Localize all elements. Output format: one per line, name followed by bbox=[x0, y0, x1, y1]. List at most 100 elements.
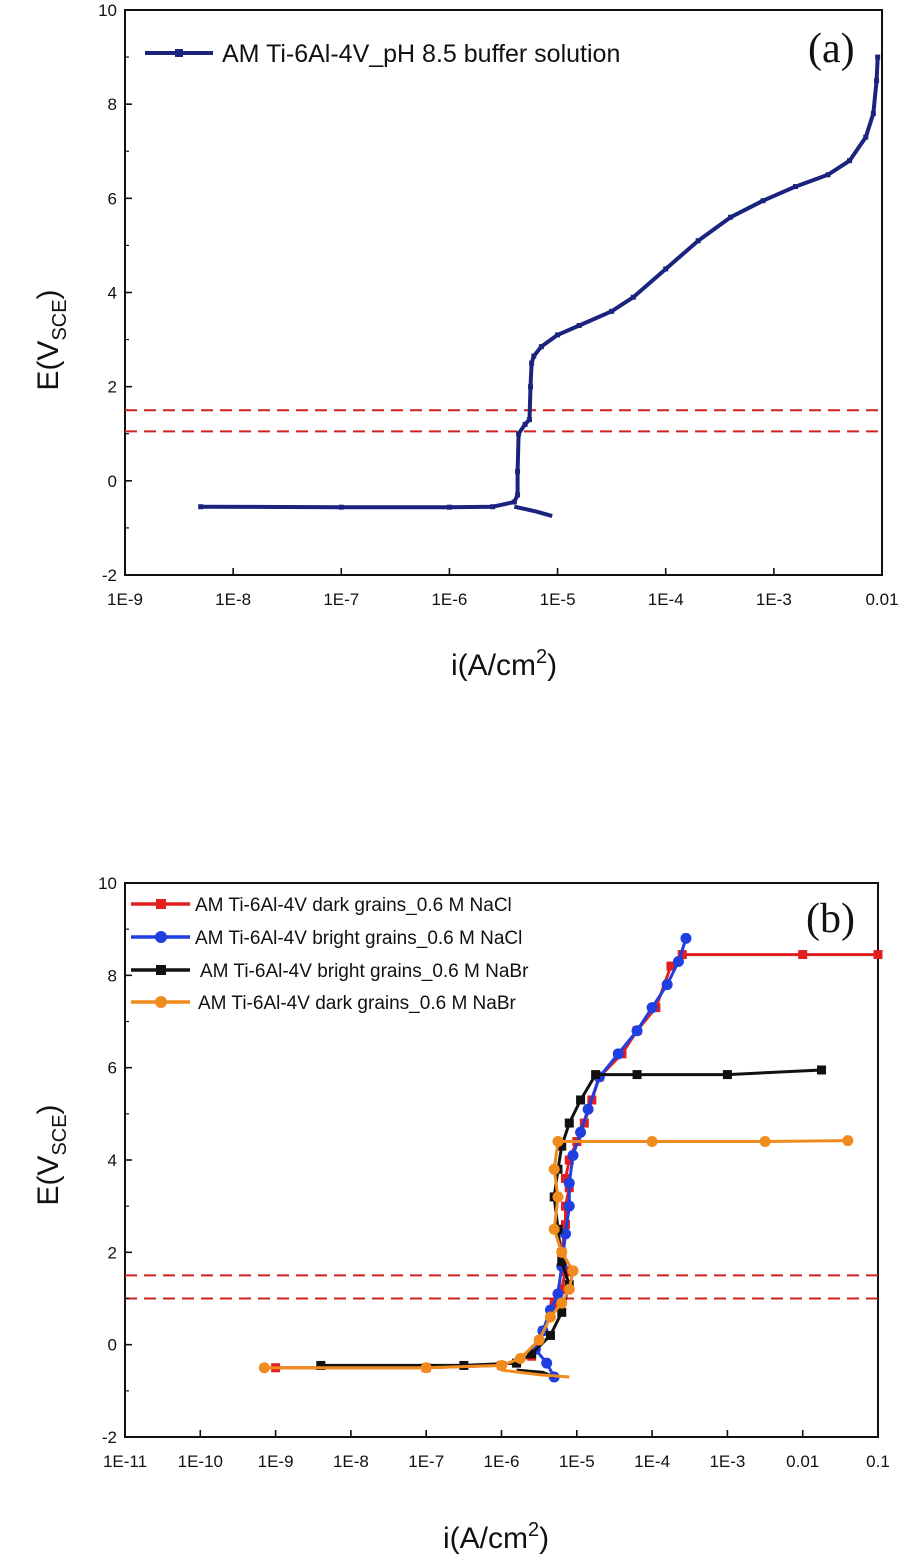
legend-b-label-4: AM Ti-6Al-4V dark grains_0.6 M NaBr bbox=[198, 993, 517, 1014]
plot-frame-a bbox=[124, 9, 883, 576]
data-point-b-4-13 bbox=[552, 1136, 564, 1148]
y-axis-title-a: E(VSCE) bbox=[32, 289, 71, 390]
data-point-b-3-3 bbox=[527, 1349, 537, 1359]
series-line-a-1 bbox=[200, 57, 880, 510]
data-point-b-4-2 bbox=[496, 1359, 507, 1371]
y-tick-label-a--2: -2 bbox=[102, 566, 117, 585]
data-point-b-3-14 bbox=[591, 1070, 601, 1080]
series-a-1 bbox=[198, 54, 881, 519]
legend-b-marker-3 bbox=[156, 965, 166, 975]
data-point-a-1-13 bbox=[538, 344, 544, 350]
data-point-b-2-12 bbox=[582, 1103, 594, 1115]
svg-text:E(VSCE): E(VSCE) bbox=[32, 289, 71, 390]
legend-b-label-1: AM Ti-6Al-4V dark grains_0.6 M NaCl bbox=[195, 895, 512, 916]
data-point-a-1-26 bbox=[870, 111, 876, 117]
legend-a-marker bbox=[175, 49, 183, 57]
data-point-b-2-9 bbox=[563, 1177, 575, 1189]
data-point-b-3-11 bbox=[557, 1141, 567, 1151]
data-point-b-1-21 bbox=[666, 961, 676, 971]
data-point-a-1-14 bbox=[555, 332, 561, 338]
y-tick-label-a-0: 0 bbox=[108, 472, 117, 491]
x-axis-title-b-end: ) bbox=[539, 1522, 549, 1555]
data-point-b-4-14 bbox=[646, 1136, 658, 1148]
y-axis-title-a-end: ) bbox=[32, 289, 65, 299]
x-tick-label-b--9: 1E-9 bbox=[258, 1452, 294, 1471]
data-point-b-1-13 bbox=[564, 1155, 574, 1165]
y-axis-title-a-main: E(V bbox=[32, 341, 65, 391]
x-tick-label-a--4: 1E-4 bbox=[648, 590, 684, 609]
legend-a-label: AM Ti-6Al-4V_pH 8.5 buffer solution bbox=[222, 40, 620, 68]
data-point-a-1-11 bbox=[529, 360, 535, 366]
data-point-b-4-7 bbox=[563, 1283, 575, 1295]
data-point-a-1-5 bbox=[515, 492, 521, 498]
data-point-b-3-16 bbox=[722, 1070, 732, 1080]
x-tick-label-b--4: 1E-4 bbox=[634, 1452, 670, 1471]
data-point-b-2-14 bbox=[612, 1048, 624, 1060]
data-point-a-1-24 bbox=[847, 158, 853, 164]
data-point-b-1-23 bbox=[798, 950, 808, 960]
data-point-b-3-13 bbox=[576, 1095, 586, 1105]
data-point-b-3-7 bbox=[557, 1257, 567, 1267]
data-point-b-2-11 bbox=[575, 1126, 587, 1138]
data-point-a-1-22 bbox=[792, 184, 798, 190]
x-tick-label-b--8: 1E-8 bbox=[333, 1452, 369, 1471]
data-point-b-1-6 bbox=[557, 1284, 567, 1294]
data-point-a-1-25 bbox=[863, 134, 869, 140]
data-point-a-1-12 bbox=[531, 353, 537, 359]
data-point-b-4-8 bbox=[567, 1265, 579, 1277]
data-point-a-1-20 bbox=[728, 214, 734, 220]
x-axis-title-a-main: i(A/cm bbox=[451, 649, 536, 682]
series-line-b-1 bbox=[275, 953, 878, 1370]
data-point-a-1-28 bbox=[875, 54, 881, 60]
y-tick-label-a-2: 2 bbox=[108, 378, 117, 397]
data-point-a-1-3 bbox=[490, 504, 496, 510]
x-axis-title-b-main: i(A/cm bbox=[443, 1522, 528, 1555]
y-tick-label-b-8: 8 bbox=[108, 966, 117, 985]
data-point-b-3-5 bbox=[557, 1307, 567, 1317]
y-tick-label-a-10: 10 bbox=[98, 1, 117, 20]
legend-b-marker-2 bbox=[155, 931, 167, 943]
y-tick-label-b-4: 4 bbox=[108, 1151, 117, 1170]
data-point-a-1-0 bbox=[198, 504, 204, 510]
data-point-b-4-11 bbox=[552, 1191, 564, 1203]
x-axis-title-a-sup: 2 bbox=[536, 646, 547, 668]
series-cathodic-branch-b-4 bbox=[501, 1368, 570, 1379]
panel-label-a: (a) bbox=[808, 26, 855, 72]
x-tick-label-b--3: 1E-3 bbox=[709, 1452, 745, 1471]
x-tick-label-a--3: 1E-3 bbox=[756, 590, 792, 609]
x-tick-label-b--5: 1E-5 bbox=[559, 1452, 595, 1471]
panel-a: -2 0 2 4 6 8 10 1E-9 1E-8 1E-7 1E-6 1E-5 1E-4 1E-3 0.… bbox=[32, 1, 899, 682]
data-point-a-1-16 bbox=[609, 308, 615, 314]
data-point-a-1-6 bbox=[515, 468, 521, 474]
data-point-b-3-15 bbox=[632, 1070, 642, 1080]
data-point-b-3-2 bbox=[512, 1358, 522, 1368]
data-point-b-2-15 bbox=[631, 1025, 643, 1037]
data-point-b-2-1 bbox=[541, 1357, 553, 1369]
data-point-a-1-8 bbox=[522, 421, 528, 427]
y-tick-label-a-8: 8 bbox=[108, 95, 117, 114]
data-point-b-2-5 bbox=[552, 1288, 564, 1300]
data-point-a-1-4 bbox=[511, 499, 517, 505]
x-tick-label-b--1: 0.1 bbox=[866, 1452, 890, 1471]
data-point-b-3-17 bbox=[817, 1065, 827, 1075]
x-tick-label-b--6: 1E-6 bbox=[484, 1452, 520, 1471]
data-point-b-4-0 bbox=[258, 1362, 270, 1374]
legend-b-marker-1 bbox=[156, 899, 166, 909]
data-point-b-2-18 bbox=[672, 955, 684, 967]
legend-b-marker-4 bbox=[155, 996, 167, 1008]
data-point-a-1-21 bbox=[760, 198, 766, 204]
y-tick-label-b-0: 0 bbox=[108, 1336, 117, 1355]
data-point-b-2-17 bbox=[661, 979, 673, 991]
data-point-b-2-19 bbox=[680, 932, 692, 944]
data-point-b-2-10 bbox=[567, 1149, 579, 1161]
y-tick-label-a-6: 6 bbox=[108, 189, 117, 208]
series-line-b-4 bbox=[264, 1139, 848, 1370]
data-point-b-3-12 bbox=[564, 1118, 574, 1128]
y-tick-label-a-4: 4 bbox=[108, 284, 117, 303]
x-axis-title-b: i(A/cm2) bbox=[443, 1519, 549, 1555]
series-line-b-3 bbox=[320, 1068, 822, 1367]
y-tick-label-b-2: 2 bbox=[108, 1243, 117, 1262]
data-point-a-1-27 bbox=[874, 78, 880, 84]
x-tick-label-b--10: 1E-10 bbox=[178, 1452, 223, 1471]
